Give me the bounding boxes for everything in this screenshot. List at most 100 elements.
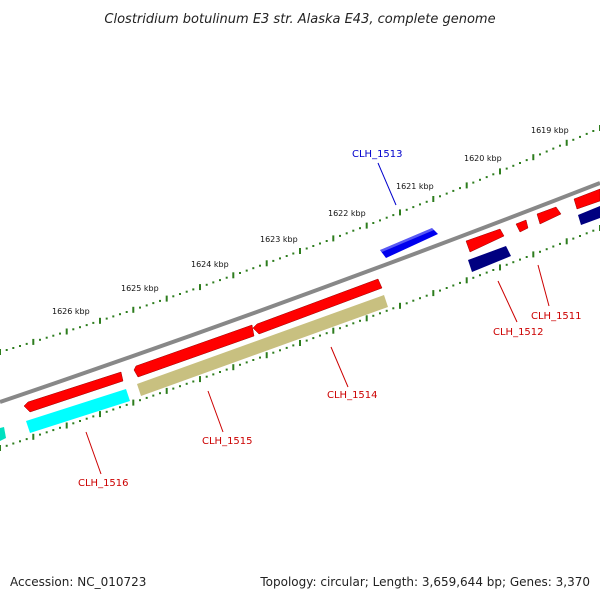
inner-ring-tick <box>452 284 455 287</box>
inner-ring-tick <box>85 417 88 420</box>
inner-ring-tick <box>265 352 268 359</box>
inner-ring-tick <box>79 420 81 422</box>
outer-ring-tick <box>279 257 281 260</box>
gene-label-clh-1516[interactable]: CLH_1516 <box>78 478 129 489</box>
inner-ring-tick <box>359 319 361 322</box>
feature-clh-1512-navy[interactable] <box>468 246 511 272</box>
inner-ring-tick <box>225 368 228 371</box>
inner-ring-tick <box>19 440 21 443</box>
outer-ring-tick <box>465 182 468 189</box>
gene-label-clh-1512[interactable]: CLH_1512 <box>493 327 544 338</box>
outer-ring-tick <box>492 173 495 176</box>
inner-ring-tick <box>179 385 181 388</box>
inner-ring-tick <box>519 258 521 261</box>
outer-ring-tick <box>505 167 508 170</box>
gene-label-clh-1515[interactable]: CLH_1515 <box>202 436 253 447</box>
inner-ring-tick <box>412 299 415 302</box>
outer-ring-tick <box>452 189 455 192</box>
gene-label-clh-1511[interactable]: CLH_1511 <box>531 311 582 322</box>
feature-edge-teal[interactable] <box>0 427 6 441</box>
inner-ring-tick <box>479 274 481 277</box>
callout-line-clh-1514 <box>330 346 349 388</box>
inner-ring-tick <box>232 364 235 371</box>
outer-ring-tick <box>232 272 235 279</box>
inner-ring-tick <box>52 429 55 432</box>
outer-ring-tick <box>339 234 341 237</box>
gene-label-clh-1514[interactable]: CLH_1514 <box>327 390 378 401</box>
inner-ring-tick <box>465 277 468 284</box>
inner-ring-tick <box>59 426 61 429</box>
map-title: Clostridium botulinum E3 str. Alaska E43… <box>104 12 495 27</box>
outer-ring-tick <box>172 295 175 298</box>
kbp-label-1619: 1619 kbp <box>531 126 569 135</box>
outer-ring-tick <box>412 206 415 209</box>
outer-ring-tick <box>0 349 1 355</box>
outer-ring-tick <box>419 203 421 206</box>
outer-ring-tick <box>585 132 588 135</box>
outer-ring-tick <box>292 252 295 255</box>
accession-text: Accession: NC_010723 <box>10 575 147 589</box>
outer-ring-tick <box>59 332 61 335</box>
callout-line-clh-1511 <box>537 264 550 307</box>
inner-ring-tick <box>25 438 28 441</box>
inner-ring-tick <box>239 363 241 366</box>
inner-ring-tick <box>65 422 68 429</box>
outer-ring-tick <box>539 153 541 156</box>
outer-ring-tick <box>592 130 595 132</box>
outer-ring-tick <box>12 347 15 349</box>
feature-small-red-a[interactable] <box>515 219 529 233</box>
outer-ring-tick <box>525 159 528 162</box>
gene-label-clh-1513[interactable]: CLH_1513 <box>352 149 403 160</box>
inner-ring-tick <box>559 242 561 245</box>
inner-ring-tick <box>532 251 535 258</box>
feature-clh-1512-red[interactable] <box>465 228 505 253</box>
inner-ring-tick <box>552 245 555 248</box>
feature-clh-1515-red[interactable] <box>133 324 255 378</box>
inner-ring-tick <box>579 235 581 237</box>
inner-ring-tick <box>459 281 461 284</box>
kbp-label-1620: 1620 kbp <box>464 154 502 163</box>
outer-ring-tick <box>79 326 81 329</box>
outer-ring-tick <box>205 283 208 286</box>
feature-edge-red[interactable] <box>573 188 600 210</box>
outer-ring-tick <box>299 248 301 254</box>
outer-ring-tick <box>359 227 361 230</box>
outer-ring-tick <box>559 144 561 147</box>
inner-ring-tick <box>572 237 575 240</box>
outer-ring-tick <box>152 302 155 305</box>
outer-ring-tick <box>352 229 355 232</box>
inner-ring-tick <box>105 410 108 413</box>
feature-edge-navy[interactable] <box>578 206 600 225</box>
inner-ring-tick <box>319 334 321 337</box>
inner-ring-tick <box>372 314 375 317</box>
inner-ring-tick <box>112 408 115 411</box>
inner-ring-tick <box>592 229 595 232</box>
feature-clh-1516-red[interactable] <box>23 371 124 413</box>
inner-ring-tick <box>192 380 195 383</box>
outer-ring-tick <box>472 181 475 184</box>
inner-ring-tick <box>525 256 528 258</box>
outer-ring-tick <box>439 195 441 198</box>
outer-ring-tick <box>272 259 275 262</box>
inner-ring-tick <box>512 261 515 264</box>
inner-ring-tick <box>279 349 281 352</box>
inner-ring-tick <box>585 232 588 235</box>
inner-ring-tick <box>299 340 301 346</box>
inner-ring-tick <box>125 403 128 406</box>
feature-clh-1511-red[interactable] <box>536 206 562 225</box>
outer-ring-tick <box>265 260 268 267</box>
inner-ring-tick <box>245 361 248 364</box>
feature-clh-1515-olive[interactable] <box>137 295 388 396</box>
outer-ring-tick <box>32 338 35 345</box>
feature-clh-1516-cyan[interactable] <box>26 389 130 433</box>
feature-clh-1513[interactable] <box>380 228 438 258</box>
outer-ring-tick <box>25 342 28 345</box>
inner-ring-tick <box>219 371 221 373</box>
inner-ring-tick <box>185 382 188 385</box>
outer-ring-tick <box>185 290 188 293</box>
genome-summary-text: Topology: circular; Length: 3,659,644 bp… <box>260 575 590 589</box>
feature-clh-1514-red[interactable] <box>252 278 383 335</box>
inner-ring-tick <box>379 312 381 315</box>
